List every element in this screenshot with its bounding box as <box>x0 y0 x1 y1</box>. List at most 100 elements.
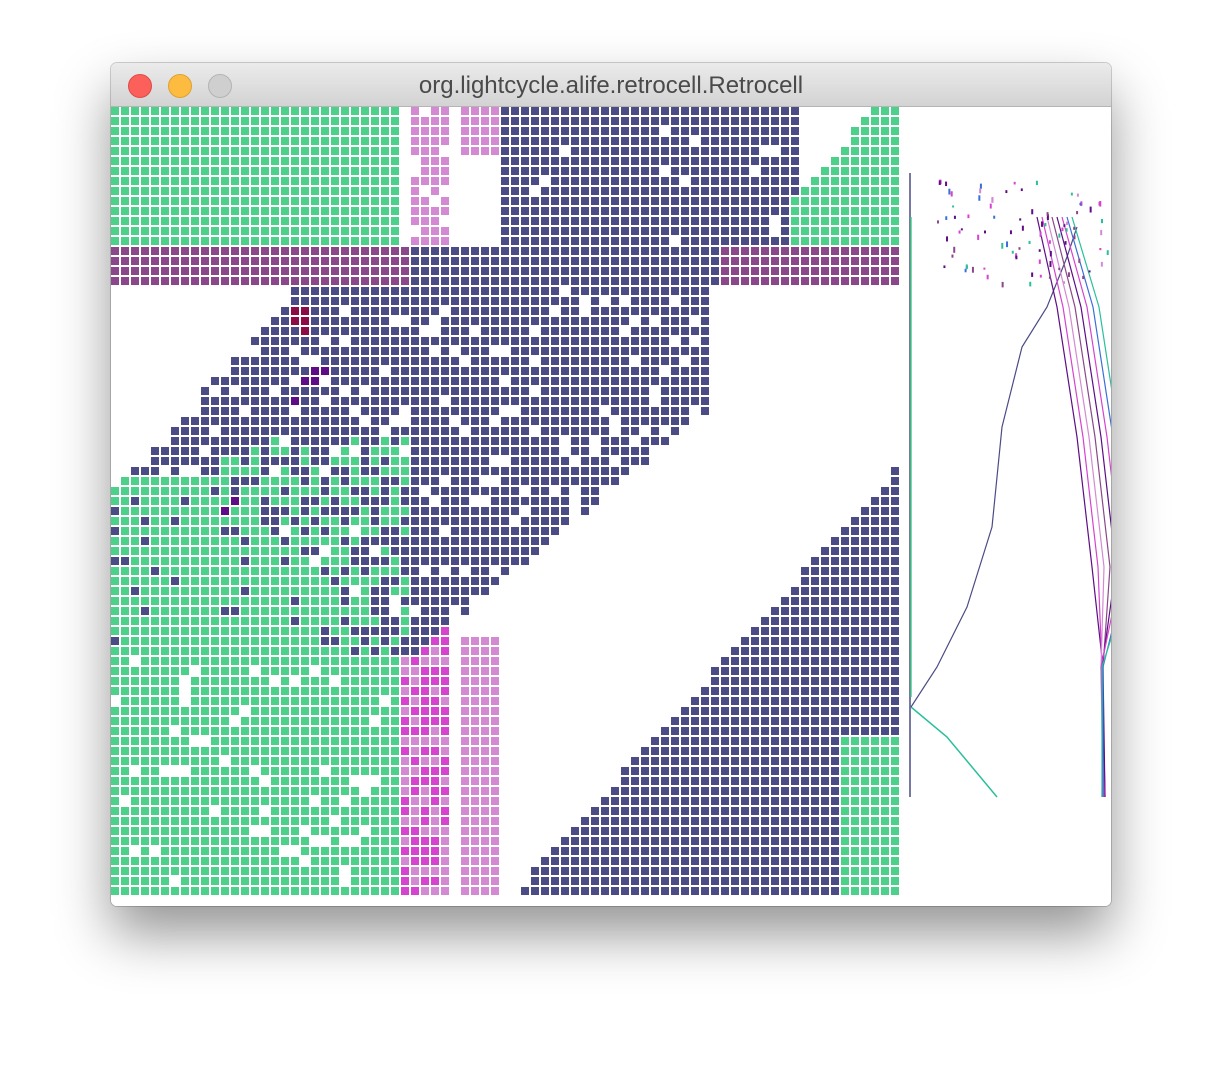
grid-cell <box>391 547 399 555</box>
grid-cell <box>751 697 759 705</box>
grid-cell <box>381 117 389 125</box>
grid-cell <box>791 177 799 185</box>
grid-cell <box>421 777 429 785</box>
grid-cell <box>801 197 809 205</box>
grid-cell <box>731 727 739 735</box>
grid-cell <box>171 847 179 855</box>
grid-cell <box>361 757 369 765</box>
grid-cell <box>251 167 259 175</box>
grid-cell <box>681 367 689 375</box>
grid-cell <box>611 227 619 235</box>
grid-cell <box>461 257 469 265</box>
grid-cell <box>381 207 389 215</box>
grid-cell <box>651 207 659 215</box>
grid-cell <box>671 227 679 235</box>
title-bar[interactable]: org.lightcycle.alife.retrocell.Retrocell <box>111 63 1111 107</box>
minimize-window-button[interactable] <box>168 74 192 98</box>
grid-cell <box>161 857 169 865</box>
grid-cell <box>701 117 709 125</box>
grid-cell <box>421 757 429 765</box>
zoom-window-button[interactable] <box>208 74 232 98</box>
grid-cell <box>261 447 269 455</box>
grid-cell <box>201 727 209 735</box>
grid-cell <box>181 747 189 755</box>
grid-cell <box>401 707 409 715</box>
grid-cell <box>141 477 149 485</box>
grid-cell <box>111 247 119 255</box>
grid-cell <box>371 247 379 255</box>
grid-cell <box>271 807 279 815</box>
grid-cell <box>331 477 339 485</box>
grid-cell <box>601 387 609 395</box>
grid-cell <box>551 137 559 145</box>
trace-series-line <box>1041 216 1105 798</box>
grid-cell <box>681 837 689 845</box>
grid-cell <box>481 107 489 115</box>
grid-cell <box>641 307 649 315</box>
grid-cell <box>291 137 299 145</box>
grid-cell <box>421 837 429 845</box>
grid-cell <box>671 187 679 195</box>
grid-cell <box>301 717 309 725</box>
grid-cell <box>261 717 269 725</box>
grid-cell <box>731 837 739 845</box>
grid-cell <box>121 867 129 875</box>
grid-cell <box>851 677 859 685</box>
grid-cell <box>151 597 159 605</box>
grid-cell <box>121 847 129 855</box>
grid-cell <box>161 717 169 725</box>
grid-cell <box>671 717 679 725</box>
grid-cell <box>141 527 149 535</box>
grid-cell <box>251 537 259 545</box>
trace-point <box>1048 276 1051 279</box>
grid-cell <box>141 607 149 615</box>
grid-cell <box>351 557 359 565</box>
grid-cell <box>871 697 879 705</box>
grid-cell <box>221 477 229 485</box>
grid-cell <box>271 367 279 375</box>
grid-cell <box>361 697 369 705</box>
grid-cell <box>271 257 279 265</box>
grid-cell <box>721 777 729 785</box>
grid-cell <box>891 737 899 745</box>
grid-cell <box>821 837 829 845</box>
grid-cell <box>241 797 249 805</box>
grid-cell <box>591 867 599 875</box>
grid-cell <box>501 317 509 325</box>
grid-cell <box>791 257 799 265</box>
grid-cell <box>661 397 669 405</box>
grid-cell <box>761 727 769 735</box>
grid-cell <box>501 397 509 405</box>
grid-cell <box>811 727 819 735</box>
grid-cell <box>501 297 509 305</box>
grid-cell <box>641 187 649 195</box>
grid-cell <box>251 797 259 805</box>
grid-cell <box>511 127 519 135</box>
grid-cell <box>241 147 249 155</box>
grid-cell <box>701 747 709 755</box>
grid-cell <box>551 127 559 135</box>
grid-cell <box>511 117 519 125</box>
grid-cell <box>601 357 609 365</box>
grid-cell <box>771 117 779 125</box>
grid-cell <box>581 147 589 155</box>
grid-cell <box>291 237 299 245</box>
grid-cell <box>151 557 159 565</box>
grid-cell <box>721 197 729 205</box>
grid-cell <box>361 857 369 865</box>
grid-cell <box>371 517 379 525</box>
close-window-button[interactable] <box>128 74 152 98</box>
grid-cell <box>171 457 179 465</box>
grid-cell <box>771 257 779 265</box>
grid-cell <box>331 707 339 715</box>
grid-cell <box>211 227 219 235</box>
grid-cell <box>701 867 709 875</box>
grid-cell <box>471 427 479 435</box>
grid-cell <box>251 127 259 135</box>
grid-cell <box>891 787 899 795</box>
grid-cell <box>331 627 339 635</box>
grid-cell <box>661 787 669 795</box>
grid-cell <box>461 737 469 745</box>
grid-cell <box>141 267 149 275</box>
grid-cell <box>761 857 769 865</box>
